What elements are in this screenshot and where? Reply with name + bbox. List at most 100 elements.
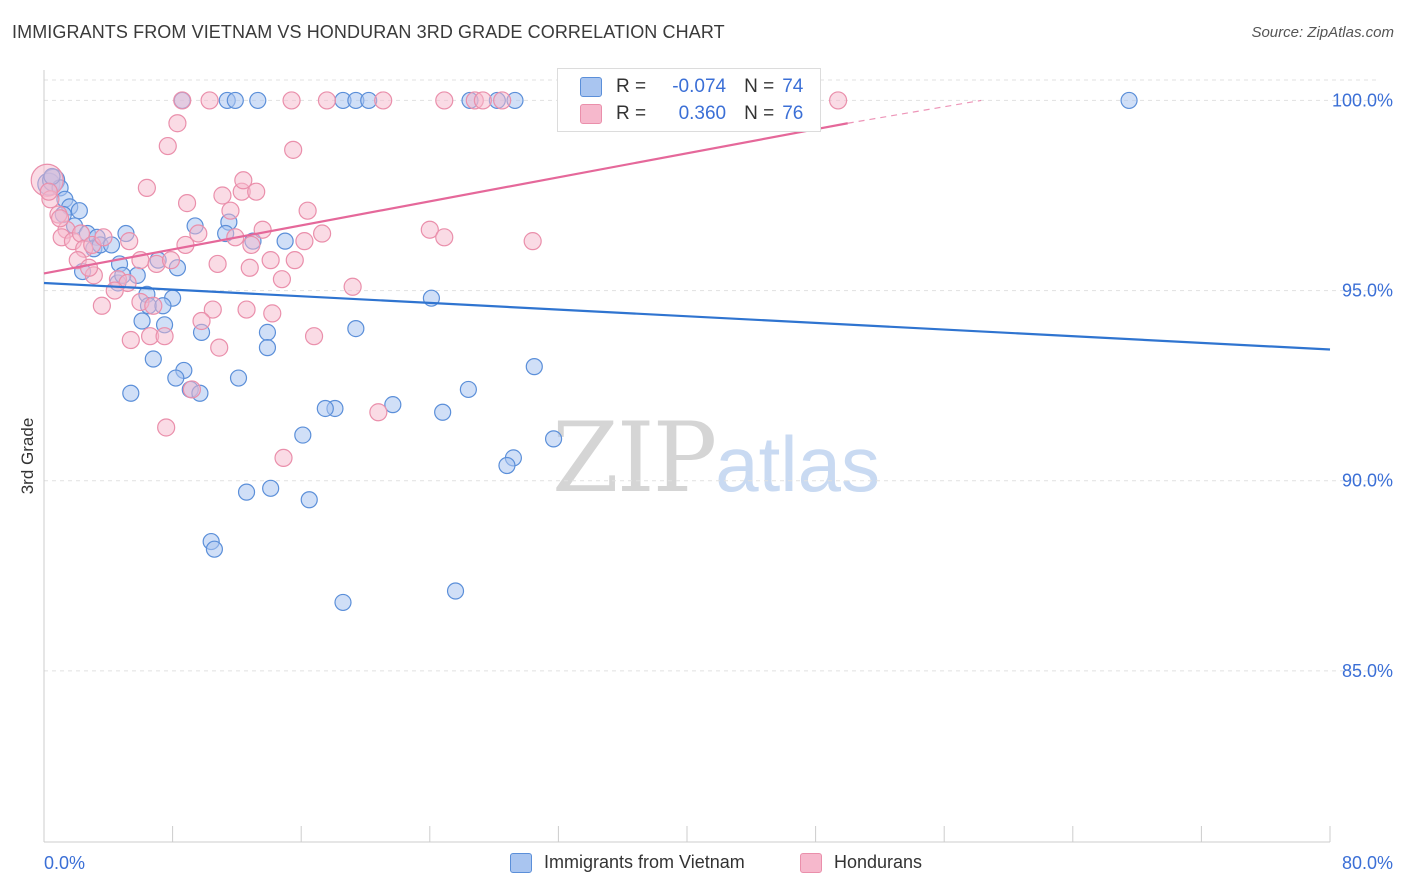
honduran-point <box>284 140 303 159</box>
r-label: R = <box>616 76 647 97</box>
x-tick-label: 80.0% <box>1342 853 1393 873</box>
y-tick-label: 100.0% <box>1332 90 1393 110</box>
honduran-point <box>298 201 317 220</box>
honduran-point <box>261 251 280 270</box>
legend-row-vietnam: R = -0.074 N = 74 <box>580 74 811 100</box>
vietnam-point <box>384 396 402 414</box>
legend-item-honduran: Hondurans <box>800 852 922 873</box>
honduran-point <box>369 403 388 422</box>
watermark-atlas: atlas <box>715 420 880 508</box>
chart-title: IMMIGRANTS FROM VIETNAM VS HONDURAN 3RD … <box>12 22 725 42</box>
honduran-point <box>523 232 542 251</box>
honduran-point <box>182 380 201 399</box>
y-axis-label: 3rd Grade <box>18 417 37 495</box>
honduran-point <box>263 304 282 323</box>
vietnam-point <box>144 350 162 368</box>
honduran-point <box>50 209 70 228</box>
honduran-point <box>155 327 174 346</box>
vietnam-point <box>237 483 256 501</box>
honduran-point <box>374 91 393 110</box>
honduran-point <box>168 114 187 133</box>
honduran-point <box>79 258 99 277</box>
n-value: 74 <box>782 76 804 97</box>
vietnam-point <box>544 430 563 448</box>
honduran-point <box>312 224 332 243</box>
vietnam-point <box>262 479 280 497</box>
honduran-point <box>234 171 253 190</box>
honduran-points <box>30 91 848 468</box>
vietnam-point <box>133 312 151 330</box>
honduran-point <box>173 91 192 110</box>
trend-lines <box>43 99 1331 351</box>
vietnam-point <box>446 582 465 600</box>
legend-row-honduran: R = 0.360 N = 76 <box>580 101 811 127</box>
vietnam-point <box>1120 91 1138 110</box>
x-tick-label: 0.0% <box>44 853 85 873</box>
vietnam-point <box>459 380 477 399</box>
honduran-point <box>121 330 140 350</box>
honduran-point <box>213 186 232 205</box>
honduran-point <box>247 182 266 201</box>
honduran-point <box>94 228 113 247</box>
vietnam-point <box>294 426 312 444</box>
watermark: ZIPatlas <box>552 402 880 514</box>
honduran-point <box>158 136 177 156</box>
honduran-point <box>274 448 293 468</box>
source-credit: Source: ZipAtlas.com <box>1251 24 1394 41</box>
honduran-point <box>208 254 227 274</box>
honduran-point <box>240 258 259 277</box>
vietnam-point <box>316 399 334 418</box>
honduran-trend-extension <box>847 99 982 124</box>
honduran-swatch <box>580 104 602 124</box>
r-label: R = <box>616 103 647 124</box>
vietnam-point <box>229 369 248 387</box>
vietnam-trend-line <box>43 281 1331 351</box>
honduran-point <box>829 91 848 110</box>
honduran-point <box>473 91 492 110</box>
y-tick-label: 85.0% <box>1342 661 1393 681</box>
honduran-point <box>420 220 439 239</box>
vietnam-point <box>205 540 223 558</box>
legend-item-vietnam: Immigrants from Vietnam <box>510 852 745 873</box>
vietnam-point <box>300 491 318 509</box>
honduran-point <box>161 251 181 270</box>
honduran-legend-swatch <box>800 852 822 873</box>
honduran-point <box>189 224 208 243</box>
y-tick-label: 95.0% <box>1342 281 1393 301</box>
vietnam-legend-label: Immigrants from Vietnam <box>544 852 745 872</box>
honduran-point <box>157 418 176 437</box>
honduran-point <box>105 281 124 300</box>
honduran-point <box>203 300 222 319</box>
honduran-point <box>285 251 304 270</box>
vietnam-point <box>70 202 88 220</box>
honduran-point <box>242 235 261 255</box>
vietnam-point <box>258 323 277 342</box>
tick-labels: 85.0% 90.0% 95.0% 100.0% 0.0% 80.0% <box>44 90 1393 873</box>
vietnam-point <box>334 593 352 612</box>
correlation-legend: R = -0.074 N = 74 R = 0.360 N = 76 <box>557 68 821 132</box>
vietnam-point <box>498 456 516 475</box>
vietnam-legend-swatch <box>510 852 532 873</box>
vietnam-point <box>249 91 267 110</box>
honduran-point <box>200 91 219 110</box>
honduran-point <box>317 91 337 110</box>
honduran-point <box>39 182 58 201</box>
honduran-point <box>282 91 301 110</box>
honduran-point <box>210 338 229 357</box>
honduran-point <box>435 91 454 110</box>
honduran-point <box>493 91 512 110</box>
honduran-point <box>343 277 362 296</box>
honduran-legend-label: Hondurans <box>834 852 923 872</box>
vietnam-points <box>37 91 1138 612</box>
honduran-point <box>221 201 240 220</box>
vietnam-point <box>167 369 185 387</box>
vietnam-point <box>434 403 452 421</box>
n-label: N = <box>744 103 775 124</box>
honduran-point <box>237 300 256 319</box>
honduran-point <box>120 232 139 251</box>
vietnam-point <box>226 91 244 110</box>
r-value: 0.360 <box>678 103 727 124</box>
honduran-point <box>137 178 156 197</box>
honduran-point <box>144 296 163 315</box>
